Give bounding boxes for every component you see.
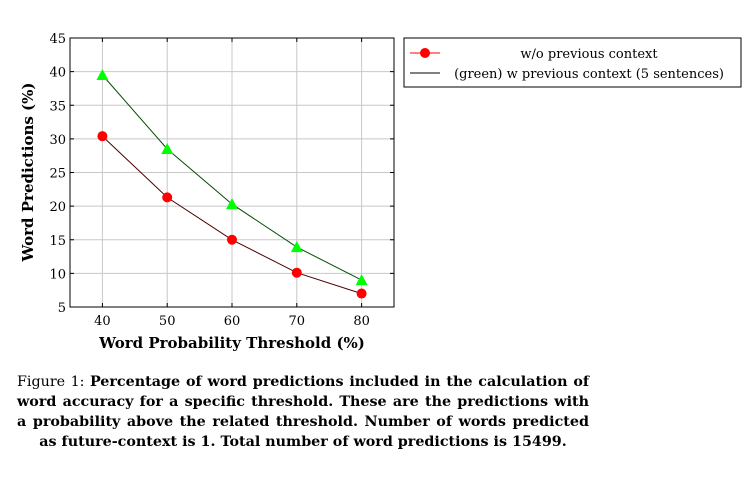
y-tick-label: 40 [49, 66, 66, 81]
grid-lines [70, 38, 394, 307]
x-tick-label: 60 [224, 314, 241, 329]
y-tick-label: 30 [49, 133, 66, 148]
caption-text: Percentage of word predictions included … [17, 374, 590, 450]
y-tick-label: 45 [49, 32, 66, 47]
legend: w/o previous context (green) w previous … [403, 37, 742, 88]
legend-label-series-2: (green) w previous context (5 sentences) [454, 67, 724, 82]
y-tick-label: 10 [49, 267, 66, 282]
legend-marker-series-1 [420, 48, 430, 58]
data-point-series-2 [290, 241, 303, 253]
line-chart: 40 50 60 70 80 5 10 15 20 25 30 35 40 45 Word Probab… [19, 32, 742, 352]
x-axis-ticks: 40 50 60 70 80 [94, 38, 370, 329]
data-point-series-2 [96, 68, 109, 80]
caption-label: Figure 1: [17, 374, 85, 390]
x-tick-label: 50 [159, 314, 176, 329]
x-axis-label: Word Probability Threshold (%) [98, 334, 365, 352]
y-axis-label: Word Predictions (%) [19, 83, 37, 263]
data-point-series-1 [97, 131, 108, 142]
y-tick-label: 25 [49, 167, 66, 182]
data-point-series-1 [356, 288, 367, 299]
x-tick-label: 70 [289, 314, 306, 329]
y-axis-ticks: 5 10 15 20 25 30 35 40 45 [49, 32, 394, 316]
figure-caption: Figure 1: Percentage of word predictions… [17, 372, 589, 452]
series-group [96, 68, 368, 299]
legend-box [403, 37, 742, 88]
data-point-series-2 [226, 198, 238, 210]
data-point-series-1 [162, 192, 173, 203]
y-tick-label: 20 [49, 200, 66, 215]
data-point-series-1 [227, 234, 237, 245]
data-point-series-1 [291, 267, 302, 278]
data-point-series-2 [355, 274, 368, 286]
y-tick-label: 35 [49, 99, 66, 114]
x-tick-label: 80 [353, 314, 370, 329]
y-tick-label: 5 [58, 301, 66, 316]
legend-label-series-1: w/o previous context [520, 47, 658, 62]
y-tick-label: 15 [49, 234, 66, 249]
x-tick-label: 40 [94, 314, 111, 329]
data-point-series-2 [161, 142, 174, 154]
